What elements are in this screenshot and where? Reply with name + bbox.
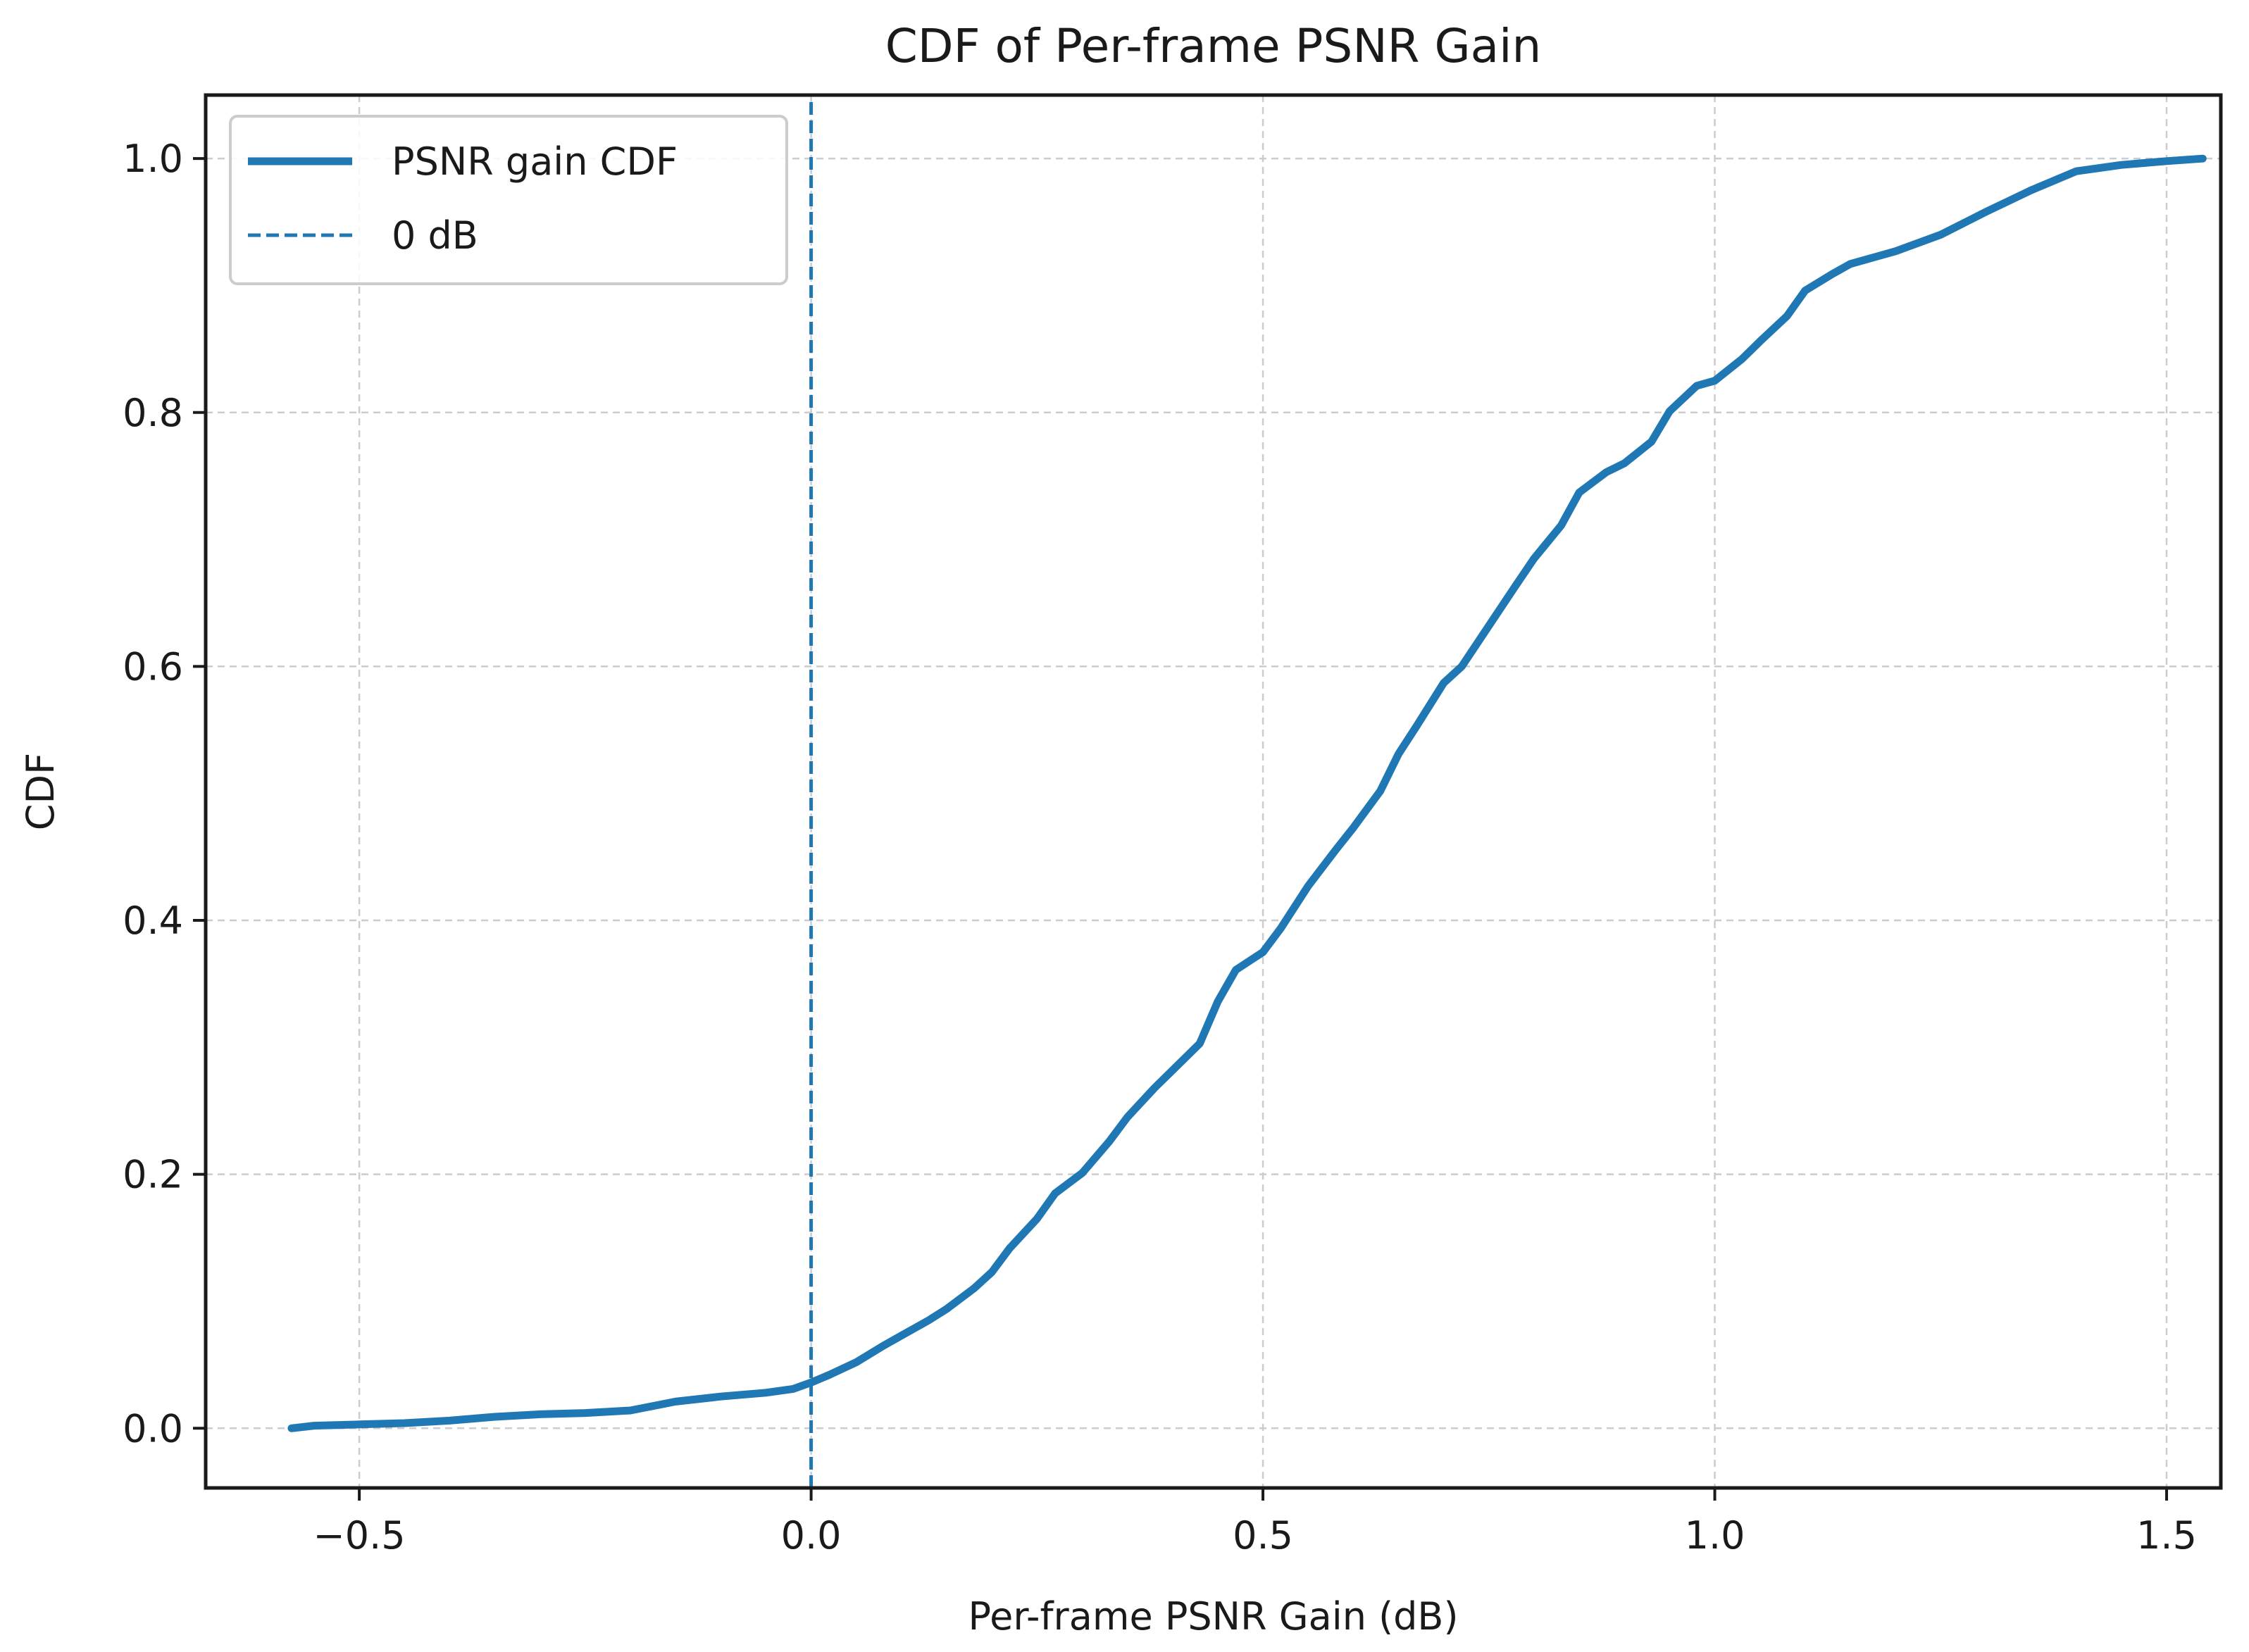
y-tick-label: 0.4 bbox=[123, 899, 183, 943]
cdf-line bbox=[287, 154, 2207, 1432]
chart-title: CDF of Per-frame PSNR Gain bbox=[885, 19, 1542, 73]
series-group bbox=[287, 95, 2207, 1488]
plot-frame bbox=[204, 93, 2223, 1490]
x-tick-label: 1.0 bbox=[1685, 1513, 1745, 1558]
x-tick-label: 1.5 bbox=[2136, 1513, 2197, 1558]
x-tick-label: −0.5 bbox=[313, 1513, 406, 1558]
y-axis-label: CDF bbox=[18, 753, 63, 830]
ticks: −0.5 0.0 0.5 1.0 1.5 0.0 0.2 0.4 0.6 0.8 1.0 bbox=[123, 137, 2197, 1558]
x-axis-label: Per-frame PSNR Gain (dB) bbox=[968, 1594, 1458, 1639]
y-tick-label: 0.2 bbox=[123, 1153, 183, 1197]
legend: PSNR gain CDF 0 dB bbox=[229, 115, 788, 285]
x-tick-label: 0.5 bbox=[1233, 1513, 1293, 1558]
legend-label-psnr-gain-cdf: PSNR gain CDF bbox=[392, 139, 678, 184]
x-tick-label: 0.0 bbox=[781, 1513, 842, 1558]
legend-box bbox=[229, 115, 788, 285]
legend-label-0-db: 0 dB bbox=[392, 213, 478, 258]
y-tick-label: 0.6 bbox=[123, 644, 183, 689]
y-tick-label: 1.0 bbox=[123, 137, 183, 181]
y-tick-label: 0.0 bbox=[123, 1406, 183, 1451]
y-tick-label: 0.8 bbox=[123, 391, 183, 435]
grid bbox=[206, 95, 2221, 1488]
